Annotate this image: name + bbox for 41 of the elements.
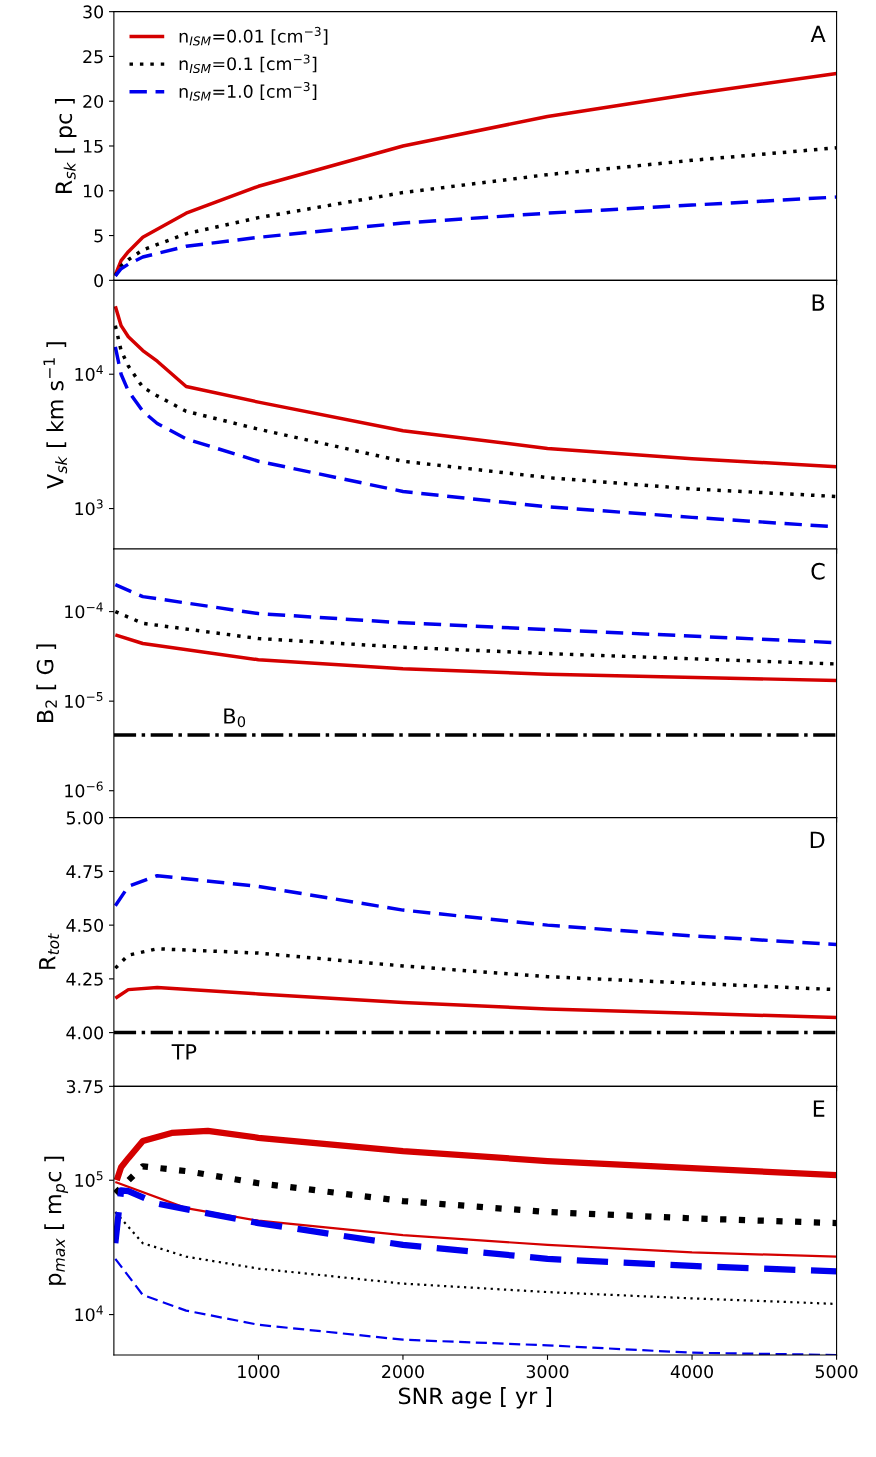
y-tick-label: 4.75 [66,865,103,879]
y-tick-label: 0 [94,274,103,288]
legend-label: n$_{ISM}$=0.1 [cm$^{−3}$] [179,54,317,74]
x-tick-label: 4000 [670,1365,713,1379]
y-tick-label: 4.25 [66,972,103,986]
y-tick-label: 25 [83,50,103,64]
y-axis-title: R$_{sk}$ [ pc ] [54,98,77,194]
y-tick-label: 3.75 [66,1080,103,1094]
x-tick-label: 1000 [238,1365,280,1379]
y-axis-title: V$_{sk}$ [ km s$^{−1}$ ] [43,342,68,489]
y-tick-label: 30 [83,5,103,19]
x-tick-label: 2000 [382,1365,424,1379]
y-tick-label: 10$^{−6}$ [65,781,103,798]
annotation: B [812,294,825,311]
y-tick-label: 10$^{−4}$ [65,602,103,619]
ref-line-label: B$_{0}$ [224,708,246,728]
annotation: C [811,562,825,580]
y-tick-label: 15 [83,139,103,153]
x-axis-title: SNR age [ yr ] [398,1387,552,1409]
y-tick-label: 4.50 [66,918,104,932]
x-tick-label: 3000 [526,1365,569,1379]
x-tick-label: 5000 [815,1365,858,1379]
y-tick-label: 4.00 [66,1026,104,1040]
annotation: E [813,1100,825,1117]
y-tick-label: 10$^{−5}$ [65,692,103,708]
y-tick-label: 10 [83,184,103,198]
y-axis-title: B$_{2}$ [ G ] [36,644,57,723]
y-tick-label: 10$^{4}$ [75,365,103,381]
y-tick-label: 5 [94,229,103,243]
legend-label: n$_{ISM}$=1.0 [cm$^{−3}$] [179,82,317,101]
ref-line-label: TP [171,1044,197,1060]
y-tick-label: 20 [83,94,103,109]
annotation: A [810,25,826,42]
y-tick-label: 10$^{5}$ [75,1171,103,1187]
y-tick-label: 5.00 [66,811,104,825]
y-tick-label: 10$^{3}$ [75,499,103,516]
y-axis-title: R$_{tot}$ [39,933,60,969]
legend-label: n$_{ISM}$=0.01 [cm$^{−3}$] [179,26,328,46]
y-tick-label: 10$^{4}$ [75,1305,103,1322]
y-axis-title: p$_{max}$ [ m$_{p}$c ] [44,1156,69,1285]
annotation: D [810,831,825,848]
